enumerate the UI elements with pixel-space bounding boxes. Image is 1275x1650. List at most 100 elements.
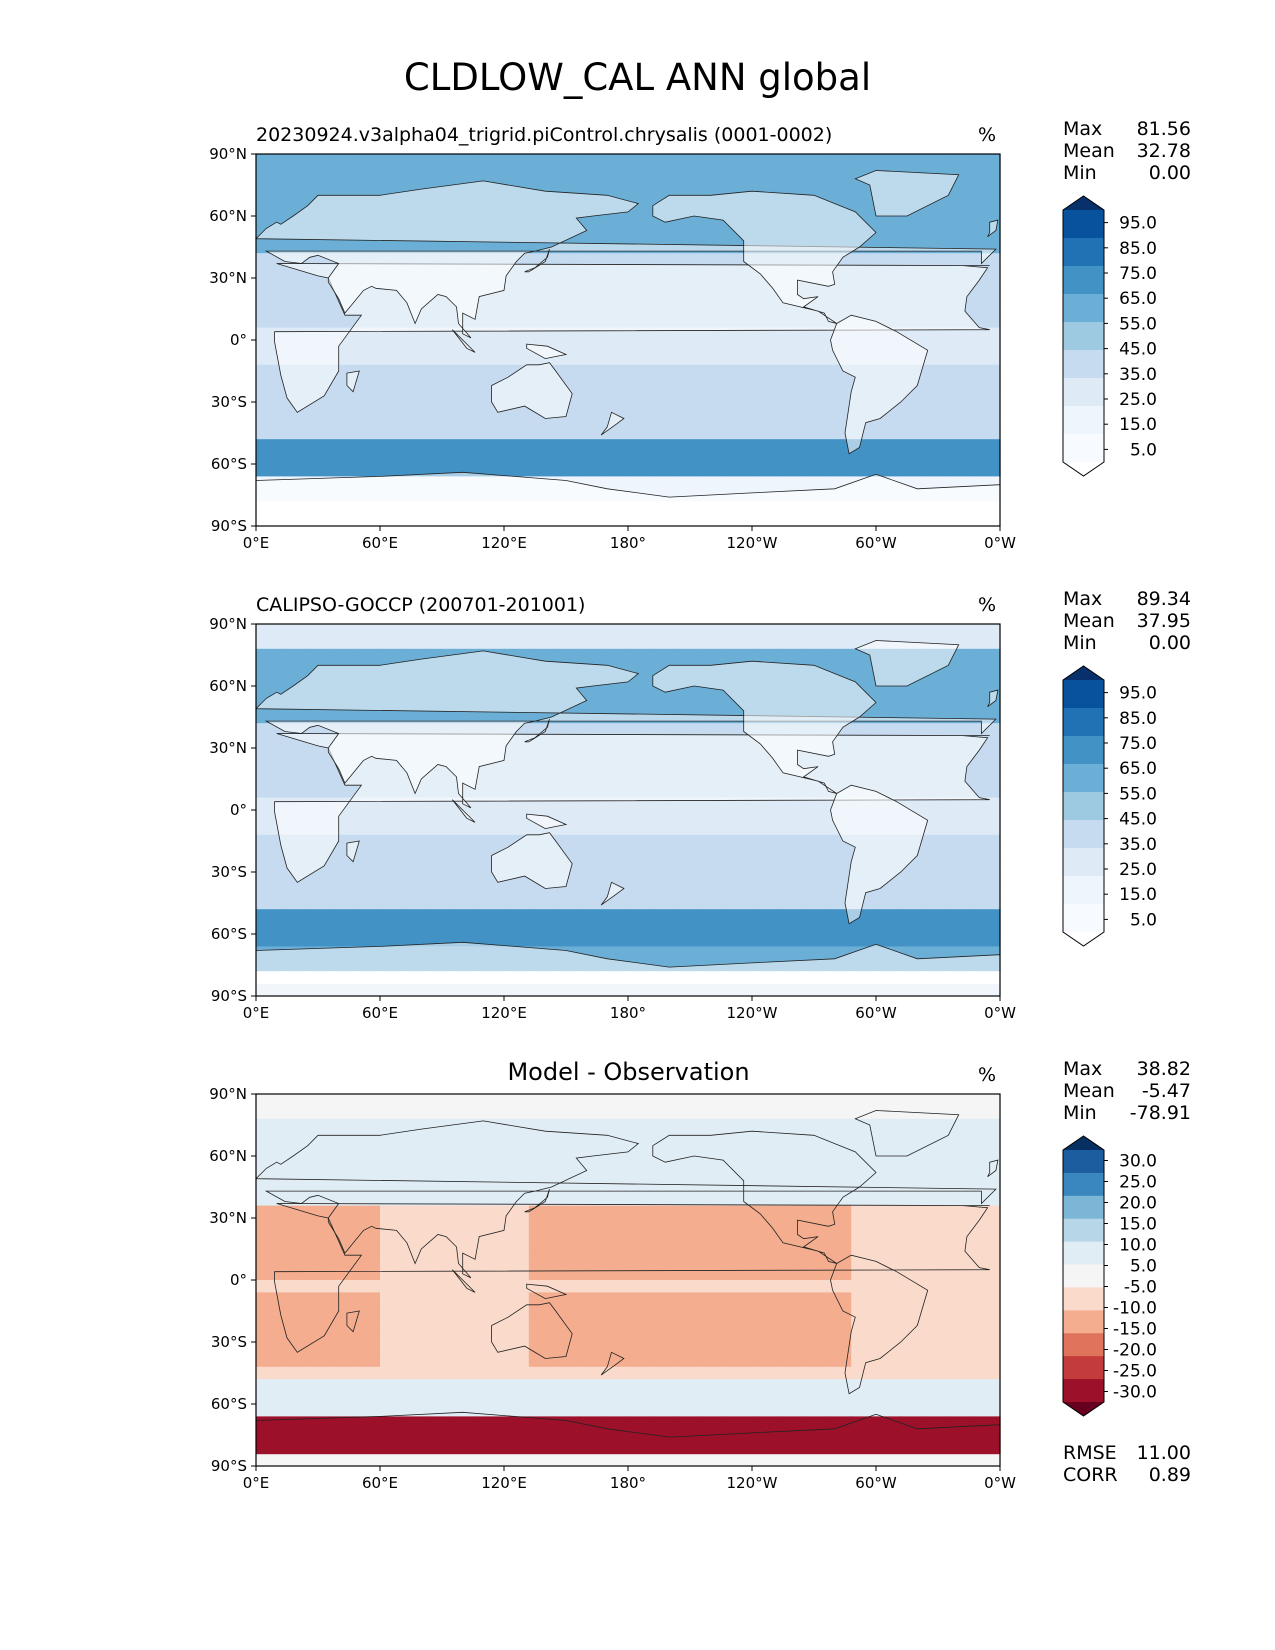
field-cell bbox=[603, 1267, 629, 1281]
field-cell bbox=[256, 1366, 282, 1380]
field-cell bbox=[355, 340, 381, 353]
field-cell bbox=[702, 377, 728, 391]
field-cell bbox=[652, 1354, 679, 1368]
coastline bbox=[451, 799, 476, 823]
field-cell bbox=[355, 426, 381, 440]
field-cell bbox=[355, 1180, 381, 1194]
colorbar-segment bbox=[1063, 1195, 1104, 1220]
field-cell bbox=[876, 451, 902, 465]
field-cell bbox=[975, 203, 1001, 217]
field-cell bbox=[256, 760, 282, 774]
field-cell bbox=[280, 1218, 307, 1231]
lat-tick-label: 90°N bbox=[209, 145, 247, 163]
field-cell bbox=[975, 1193, 1001, 1207]
field-cell bbox=[256, 451, 282, 465]
stat-value: 11.00 bbox=[1136, 1442, 1191, 1464]
field-cell bbox=[553, 1168, 579, 1182]
field-cell bbox=[330, 178, 356, 192]
field-cell bbox=[776, 1379, 803, 1393]
field-cell bbox=[454, 1354, 480, 1368]
field-cell bbox=[652, 166, 679, 180]
field-cell bbox=[553, 834, 579, 848]
field-cell bbox=[826, 1193, 852, 1207]
field-cell bbox=[603, 648, 629, 662]
field-cell bbox=[876, 1404, 902, 1417]
field-cell bbox=[975, 1317, 1001, 1331]
field-cell bbox=[876, 1230, 902, 1244]
field-cell bbox=[677, 896, 703, 910]
field-cell bbox=[652, 934, 679, 947]
field-cell bbox=[702, 178, 728, 192]
field-cell bbox=[826, 1379, 852, 1393]
field-cell bbox=[628, 364, 654, 378]
field-cell bbox=[256, 1255, 282, 1269]
field-cell bbox=[776, 1317, 803, 1331]
field-cell bbox=[330, 315, 356, 329]
field-cell bbox=[454, 921, 480, 935]
field-cell bbox=[702, 884, 728, 898]
field-cell bbox=[801, 946, 827, 960]
field-cell bbox=[801, 934, 827, 947]
field-cell bbox=[256, 191, 282, 205]
field-cell bbox=[776, 1304, 803, 1318]
field-cell bbox=[628, 1366, 654, 1380]
field-cell bbox=[603, 228, 629, 242]
field-cell bbox=[826, 1168, 852, 1182]
field-cell bbox=[652, 822, 679, 836]
field-cell bbox=[975, 1242, 1001, 1256]
field-cell bbox=[429, 872, 455, 885]
field-cell bbox=[330, 1342, 356, 1355]
field-cell bbox=[355, 1242, 381, 1256]
field-cell bbox=[256, 884, 282, 898]
field-cell bbox=[429, 1193, 455, 1207]
field-cell bbox=[603, 166, 629, 180]
field-cell bbox=[528, 451, 555, 465]
field-cell bbox=[776, 946, 803, 960]
field-cell bbox=[256, 1143, 282, 1157]
field-cell bbox=[256, 648, 282, 662]
field-cell bbox=[528, 1404, 555, 1417]
field-cell bbox=[677, 1354, 703, 1368]
field-cell bbox=[380, 1441, 406, 1455]
coastline bbox=[255, 1120, 997, 1279]
field-cell bbox=[925, 1205, 951, 1219]
field-cell bbox=[727, 1218, 753, 1231]
field-cell bbox=[702, 1242, 728, 1256]
field-cell bbox=[975, 1441, 1001, 1455]
field-cell bbox=[504, 1230, 530, 1244]
field-cell bbox=[553, 1193, 579, 1207]
field-cell bbox=[404, 1304, 431, 1318]
field-cell bbox=[330, 1180, 356, 1194]
field-cell bbox=[578, 154, 604, 167]
field-cell bbox=[925, 1168, 951, 1182]
field-cell bbox=[652, 921, 679, 935]
coastline bbox=[652, 660, 877, 794]
field-cell bbox=[404, 834, 431, 848]
field-cell bbox=[280, 1180, 307, 1194]
field-cell bbox=[950, 1267, 976, 1281]
field-cell bbox=[801, 166, 827, 180]
field-cell bbox=[429, 166, 455, 180]
field-cell bbox=[677, 884, 703, 898]
field-cell bbox=[355, 1379, 381, 1393]
field-cell bbox=[479, 1366, 505, 1380]
field-cell bbox=[975, 228, 1001, 242]
field-cell bbox=[330, 909, 356, 923]
field-cell bbox=[404, 1143, 431, 1157]
colorbar-tick-label: 5.0 bbox=[1130, 440, 1157, 460]
field-cell bbox=[677, 1193, 703, 1207]
panel-model: 20230924.v3alpha04_trigrid.piControl.chr… bbox=[0, 118, 1275, 594]
field-cell bbox=[876, 1168, 902, 1182]
field-cell bbox=[628, 228, 654, 242]
field-cell bbox=[826, 1131, 852, 1145]
field-cell bbox=[603, 1280, 629, 1293]
field-cell bbox=[256, 785, 282, 799]
lon-tick-label: 180° bbox=[610, 1474, 646, 1492]
field-cell bbox=[404, 154, 431, 167]
field-cell bbox=[702, 1391, 728, 1405]
field-cell bbox=[652, 402, 679, 415]
stat-value: 37.95 bbox=[1136, 610, 1191, 632]
field-cell bbox=[925, 1391, 951, 1405]
field-cell bbox=[280, 785, 307, 799]
field-cell bbox=[380, 822, 406, 836]
